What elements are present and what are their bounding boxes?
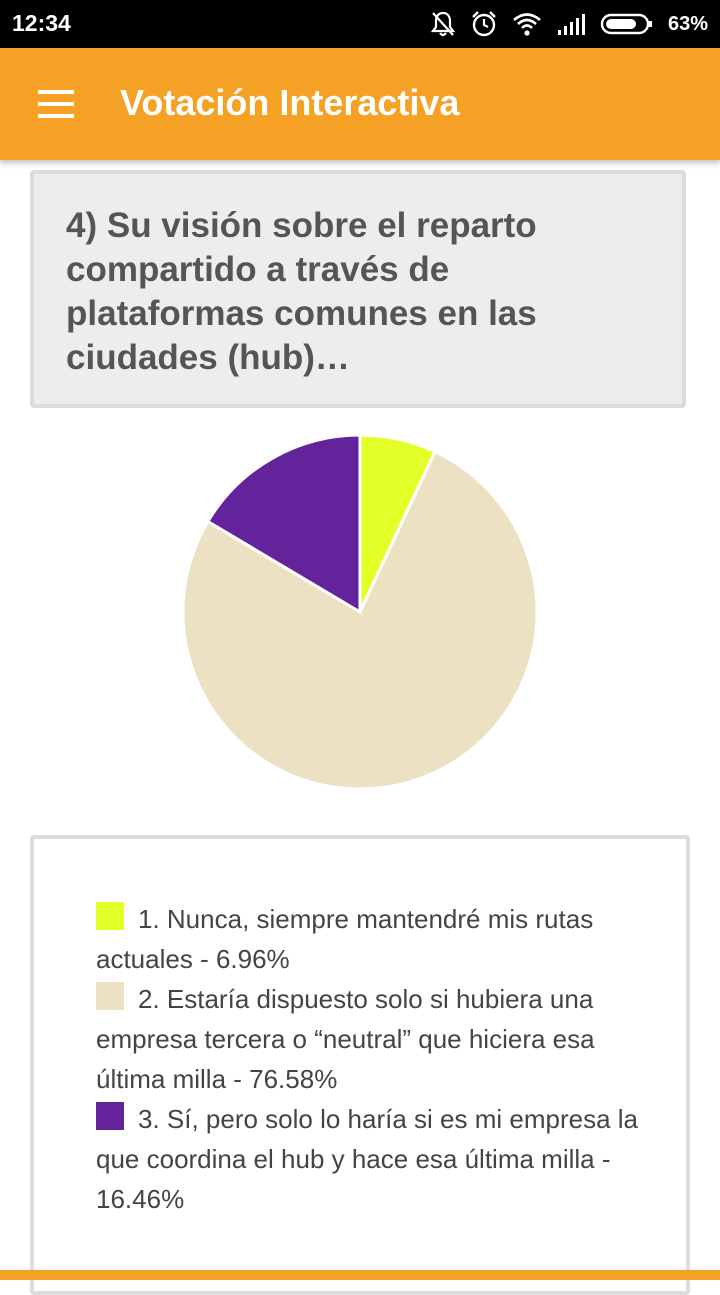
legend-item: 3. Sí, pero solo lo haría si es mi empre… [96,1099,646,1219]
wifi-icon [513,13,541,36]
question-text: 4) Su visión sobre el reparto compartido… [66,206,537,377]
status-time: 12:34 [12,10,71,36]
signal-icon [557,14,585,35]
bottom-bar [0,1270,720,1280]
pie-chart [170,425,550,805]
bell-off-icon [430,11,456,37]
legend-label: 3. Sí, pero solo lo haría si es mi empre… [96,1104,639,1214]
battery-icon [600,13,652,35]
legend-item: 2. Estaría dispuesto solo si hubiera una… [96,979,646,1099]
legend-card: 1. Nunca, siempre mantendré mis rutas ac… [30,835,690,1295]
legend-swatch [96,982,124,1010]
question-card: 4) Su visión sobre el reparto compartido… [30,170,686,408]
legend-label: 1. Nunca, siempre mantendré mis rutas ac… [96,904,594,974]
pie-chart-svg [181,433,539,791]
pie-slice-3 [205,433,362,615]
legend-swatch [96,1102,124,1130]
legend-label: 2. Estaría dispuesto solo si hubiera una… [96,984,595,1094]
alarm-icon [472,11,496,37]
pie-slice-2 [181,449,539,791]
legend-swatch [96,902,124,930]
status-icons: 63% [430,8,708,40]
battery-percentage: 63% [667,12,708,35]
app-title: Votación Interactiva [120,82,460,123]
app-bar: Votación Interactiva [0,48,720,160]
hamburger-menu-icon[interactable] [26,78,82,130]
legend-item: 1. Nunca, siempre mantendré mis rutas ac… [96,899,646,979]
status-bar: 12:34 63% [0,0,720,48]
